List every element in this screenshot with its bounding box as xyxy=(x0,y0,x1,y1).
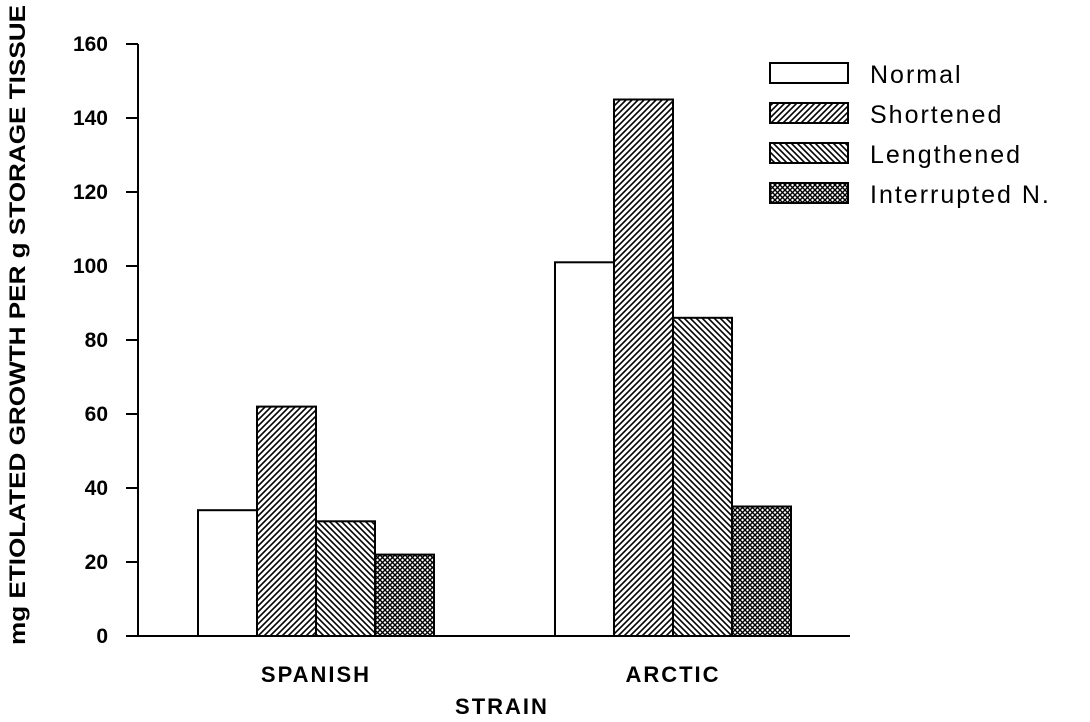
y-tick-label: 0 xyxy=(96,625,108,648)
x-tick-label: ARCTIC xyxy=(625,662,720,687)
bar-spanish-normal xyxy=(197,509,258,638)
bar-arctic-interrupted-n xyxy=(731,505,792,637)
bar-arctic-shortened xyxy=(613,98,674,637)
x-axis-title: STRAIN xyxy=(455,694,549,719)
legend-label: Shortened xyxy=(870,101,1003,129)
x-tick-label: SPANISH xyxy=(261,662,371,687)
bar-spanish-shortened xyxy=(256,405,317,637)
bar-arctic-lengthened xyxy=(672,316,733,637)
y-tick-label: 100 xyxy=(73,255,108,278)
axes xyxy=(137,44,850,637)
legend-label: Lengthened xyxy=(870,141,1022,169)
bars xyxy=(197,98,792,638)
y-tick-label: 140 xyxy=(73,107,108,130)
y-tick-label: 120 xyxy=(73,181,108,204)
legend-swatch xyxy=(769,142,849,164)
bar-spanish-lengthened xyxy=(315,520,376,637)
y-tick-label: 60 xyxy=(85,403,108,426)
y-tick-label: 160 xyxy=(73,33,108,56)
bar-arctic-normal xyxy=(554,261,615,637)
legend-label: Interrupted N. xyxy=(870,181,1051,209)
legend-swatch xyxy=(769,102,849,124)
legend-label: Normal xyxy=(870,61,963,89)
y-axis-ticks: 0 20 40 60 80 100 120 140 160 xyxy=(73,33,138,648)
y-tick-label: 40 xyxy=(85,477,108,500)
y-tick-label: 80 xyxy=(85,329,108,352)
legend: Normal Shortened Lengthened Interrupted N. xyxy=(769,61,1051,209)
legend-swatch xyxy=(769,62,849,84)
bar-spanish-interrupted-n xyxy=(374,553,435,637)
y-tick-label: 20 xyxy=(85,551,108,574)
x-axis-labels: SPANISH ARCTIC xyxy=(261,662,720,687)
y-axis-title: mg ETIOLATED GROWTH PER g STORAGE TISSUE xyxy=(5,5,30,645)
legend-swatch xyxy=(769,182,849,204)
